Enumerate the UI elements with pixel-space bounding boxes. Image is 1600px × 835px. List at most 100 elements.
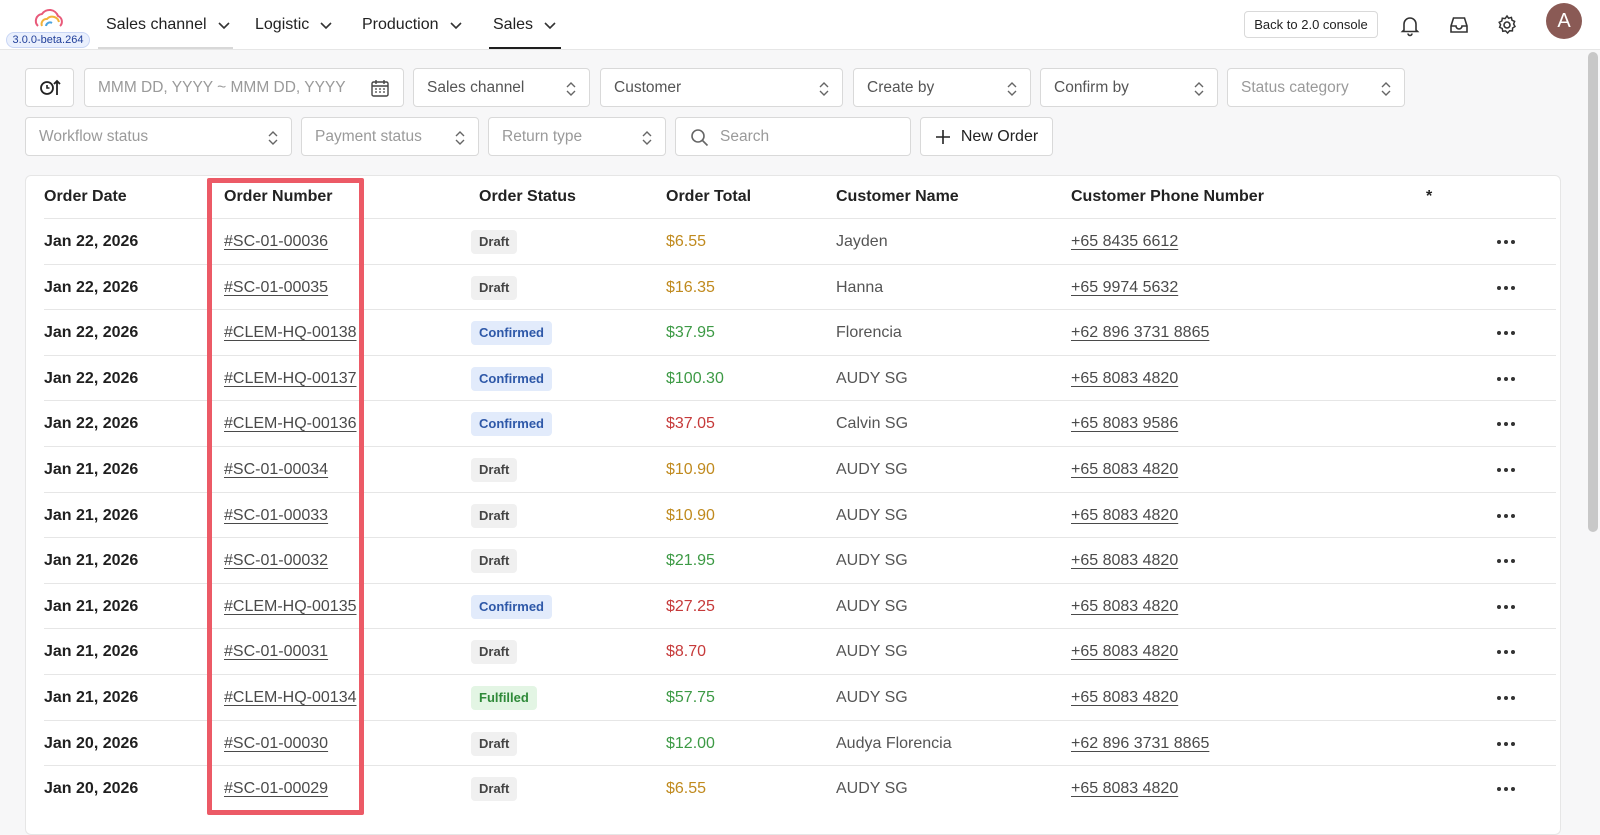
- status-badge: Draft: [471, 230, 518, 254]
- bell-icon[interactable]: [1398, 13, 1422, 37]
- order-number-link[interactable]: #CLEM-HQ-00134: [224, 689, 357, 706]
- order-total: $6.55: [666, 233, 707, 250]
- header-order-date[interactable]: Order Date: [44, 188, 127, 205]
- customer-phone-link[interactable]: +65 8083 4820: [1071, 369, 1179, 387]
- more-actions-icon[interactable]: [1494, 734, 1518, 754]
- order-total: $37.05: [666, 415, 715, 433]
- order-number-link[interactable]: #SC-01-00035: [224, 278, 329, 296]
- more-actions-icon[interactable]: [1494, 779, 1518, 799]
- order-number-link[interactable]: #SC-01-00036: [224, 233, 329, 250]
- app-logo[interactable]: 3.0.0-beta.264: [6, 6, 90, 48]
- more-actions-icon[interactable]: [1494, 369, 1518, 389]
- more-actions-icon[interactable]: [1494, 597, 1518, 617]
- date-range-input[interactable]: MMM DD, YYYY ~ MMM DD, YYYY: [84, 68, 404, 107]
- order-number-link[interactable]: #CLEM-HQ-00135: [224, 597, 357, 615]
- workflow-status-select[interactable]: Workflow status: [25, 117, 292, 156]
- sort-toggle-button[interactable]: [25, 68, 74, 107]
- nav-sales[interactable]: Sales: [493, 0, 557, 50]
- table-row[interactable]: Jan 22, 2026 #CLEM-HQ-00137 Confirmed $100.…: [44, 354, 1556, 401]
- inbox-icon[interactable]: [1447, 13, 1471, 37]
- customer-phone-link[interactable]: +65 8083 4820: [1071, 643, 1179, 661]
- order-date: Jan 22, 2026: [44, 324, 139, 342]
- nav-logistic[interactable]: Logistic: [255, 0, 333, 50]
- table-row[interactable]: Jan 21, 2026 #SC-01-00032 Draft $21.95 AUDY …: [44, 537, 1556, 583]
- customer-phone-link[interactable]: +65 8083 4820: [1071, 597, 1179, 615]
- select-label: Customer: [614, 78, 682, 96]
- header-order-status[interactable]: Order Status: [479, 188, 576, 205]
- customer-phone-link[interactable]: +65 8083 4820: [1071, 552, 1179, 570]
- up-down-arrows-icon: [642, 131, 652, 145]
- more-actions-icon[interactable]: [1494, 551, 1518, 571]
- order-number-link[interactable]: #SC-01-00033: [224, 506, 329, 524]
- order-total: $100.30: [666, 369, 724, 387]
- more-actions-icon[interactable]: [1494, 323, 1518, 343]
- order-number-link[interactable]: #SC-01-00029: [224, 780, 329, 798]
- return-type-select[interactable]: Return type: [488, 117, 666, 156]
- gear-icon[interactable]: [1495, 13, 1519, 37]
- table-row[interactable]: Jan 21, 2026 #CLEM-HQ-00135 Confirmed $27.2…: [44, 582, 1556, 629]
- table-row[interactable]: Jan 22, 2026 #CLEM-HQ-00138 Confirmed $37.9…: [44, 309, 1556, 355]
- customer-phone-link[interactable]: +65 8083 4820: [1071, 780, 1179, 798]
- more-actions-icon[interactable]: [1494, 688, 1518, 708]
- order-date: Jan 22, 2026: [44, 233, 139, 250]
- nav-production[interactable]: Production: [362, 0, 463, 50]
- customer-select[interactable]: Customer: [600, 68, 843, 107]
- status-badge: Draft: [471, 640, 518, 665]
- plus-icon: [935, 129, 950, 144]
- order-number-link[interactable]: #SC-01-00034: [224, 461, 329, 478]
- table-row[interactable]: Jan 20, 2026 #SC-01-00030 Draft $12.00 Audya…: [44, 719, 1556, 766]
- status-badge: Fulfilled: [471, 686, 537, 710]
- header-customer-name[interactable]: Customer Name: [836, 188, 959, 205]
- customer-phone-link[interactable]: +62 896 3731 8865: [1071, 324, 1210, 342]
- order-number-link[interactable]: #SC-01-00030: [224, 734, 329, 752]
- customer-phone-link[interactable]: +65 8083 4820: [1071, 461, 1179, 478]
- more-actions-icon[interactable]: [1494, 232, 1518, 252]
- header-order-total[interactable]: Order Total: [666, 188, 752, 205]
- order-number-link[interactable]: #SC-01-00031: [224, 643, 329, 661]
- table-row[interactable]: Jan 21, 2026 #SC-01-00034 Draft $10.90 AUDY …: [44, 446, 1556, 492]
- table-row[interactable]: Jan 22, 2026 #SC-01-00036 Draft $6.55 Jayden…: [44, 218, 1556, 264]
- order-number-link[interactable]: #CLEM-HQ-00138: [224, 324, 357, 342]
- order-number-link[interactable]: #CLEM-HQ-00137: [224, 369, 357, 387]
- table-row[interactable]: Jan 21, 2026 #SC-01-00031 Draft $8.70 AUDY S…: [44, 628, 1556, 674]
- customer-phone-link[interactable]: +65 8435 6612: [1071, 233, 1179, 250]
- create-by-select[interactable]: Create by: [853, 68, 1031, 107]
- more-actions-icon[interactable]: [1494, 506, 1518, 526]
- table-row[interactable]: Jan 22, 2026 #SC-01-00035 Draft $16.35 Hanna…: [44, 263, 1556, 310]
- select-label: Sales channel: [427, 78, 525, 96]
- customer-name: Jayden: [836, 233, 888, 250]
- search-input[interactable]: Search: [675, 117, 911, 156]
- back-to-console-button[interactable]: Back to 2.0 console: [1244, 11, 1378, 38]
- confirm-by-select[interactable]: Confirm by: [1040, 68, 1218, 107]
- cloud-logo-icon: [34, 9, 63, 27]
- new-order-button[interactable]: New Order: [920, 117, 1053, 156]
- more-actions-icon[interactable]: [1494, 642, 1518, 662]
- status-category-select[interactable]: Status category: [1227, 68, 1405, 107]
- time-sort-icon: [40, 79, 61, 95]
- table-row[interactable]: Jan 21, 2026 #CLEM-HQ-00134 Fulfilled $57.7…: [44, 674, 1556, 720]
- new-order-label: New Order: [960, 127, 1039, 145]
- payment-status-select[interactable]: Payment status: [301, 117, 479, 156]
- nav-label: Sales channel: [106, 16, 207, 33]
- customer-phone-link[interactable]: +65 8083 4820: [1071, 689, 1179, 706]
- sales-channel-select[interactable]: Sales channel: [413, 68, 590, 107]
- header-customer-phone[interactable]: Customer Phone Number: [1071, 188, 1264, 205]
- order-date: Jan 21, 2026: [44, 552, 139, 570]
- select-label: Create by: [867, 78, 935, 96]
- user-avatar[interactable]: A: [1546, 3, 1582, 39]
- header-order-number[interactable]: Order Number: [224, 188, 333, 205]
- customer-phone-link[interactable]: +65 9974 5632: [1071, 278, 1179, 296]
- order-number-link[interactable]: #CLEM-HQ-00136: [224, 415, 357, 433]
- nav-sales-channel[interactable]: Sales channel: [106, 0, 231, 50]
- vertical-scrollbar[interactable]: [1588, 52, 1598, 532]
- more-actions-icon[interactable]: [1494, 278, 1518, 298]
- customer-phone-link[interactable]: +65 8083 4820: [1071, 506, 1179, 524]
- table-row[interactable]: Jan 20, 2026 #SC-01-00029 Draft $6.55 AUDY S…: [44, 765, 1556, 811]
- table-row[interactable]: Jan 22, 2026 #CLEM-HQ-00136 Confirmed $37.0…: [44, 400, 1556, 446]
- customer-phone-link[interactable]: +65 8083 9586: [1071, 415, 1179, 433]
- order-number-link[interactable]: #SC-01-00032: [224, 552, 329, 570]
- customer-phone-link[interactable]: +62 896 3731 8865: [1071, 734, 1210, 752]
- table-row[interactable]: Jan 21, 2026 #SC-01-00033 Draft $10.90 AUDY …: [44, 491, 1556, 538]
- more-actions-icon[interactable]: [1494, 460, 1518, 480]
- more-actions-icon[interactable]: [1494, 414, 1518, 434]
